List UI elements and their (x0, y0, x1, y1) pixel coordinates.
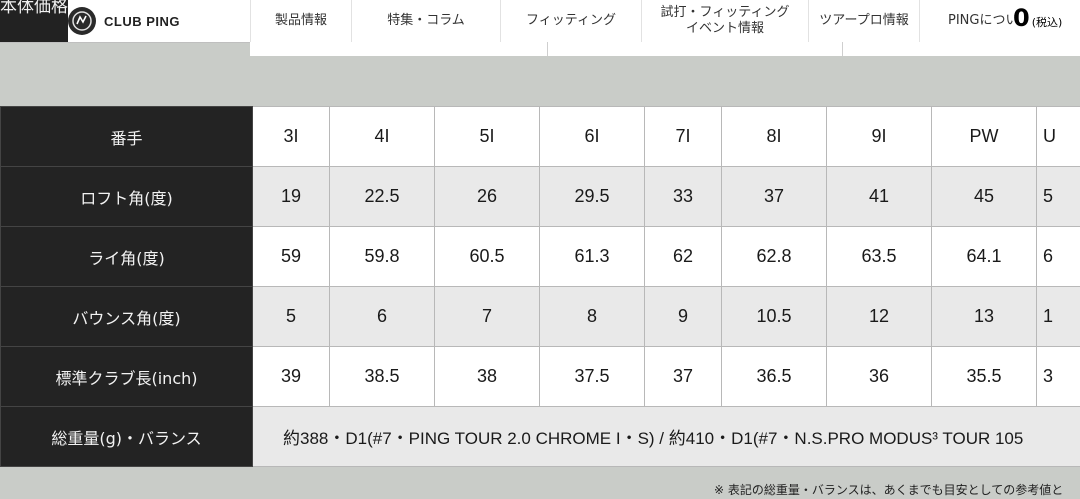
divider (547, 42, 548, 56)
site-header: 本体価格 CLUB PING 製品情報 特集・コラム フィッティング 試打・フィ… (0, 0, 1080, 43)
table-cell: 6 (1036, 226, 1080, 287)
table-cell: 12 (826, 286, 932, 347)
table-cell: 38.5 (329, 346, 435, 407)
table-row-weight-balance: 総重量(g)・バランス 約388・D1(#7・PING TOUR 2.0 CHR… (0, 406, 1080, 467)
table-cell: 36 (826, 346, 932, 407)
spec-table: 番手 3I 4I 5I 6I 7I 8I 9I PW U ロフト角(度) 19 … (0, 106, 1080, 467)
table-cell: PW (931, 106, 1037, 167)
nav-tour-pro[interactable]: ツアープロ情報 (808, 0, 919, 42)
table-cell: 5 (252, 286, 330, 347)
table-cell: 38 (434, 346, 540, 407)
table-cell: U (1036, 106, 1080, 167)
table-cell: 59 (252, 226, 330, 287)
row-header: 番手 (0, 106, 253, 167)
table-cell: 3I (252, 106, 330, 167)
table-cell: 3 (1036, 346, 1080, 407)
table-cell: 37.5 (539, 346, 645, 407)
table-cell: 35.5 (931, 346, 1037, 407)
table-cell: 33 (644, 166, 722, 227)
table-row-length: 標準クラブ長(inch) 39 38.5 38 37.5 37 36.5 36 … (0, 346, 1080, 407)
table-row-lie: ライ角(度) 59 59.8 60.5 61.3 62 62.8 63.5 64… (0, 226, 1080, 287)
row-header: ライ角(度) (0, 226, 253, 287)
table-cell: 39 (252, 346, 330, 407)
price-label: 本体価格 (0, 0, 68, 17)
table-row-bounce: バウンス角(度) 5 6 7 8 9 10.5 12 13 1 (0, 286, 1080, 347)
ping-logo-icon (68, 7, 96, 35)
table-cell: 7 (434, 286, 540, 347)
table-cell: 59.8 (329, 226, 435, 287)
table-cell: 1 (1036, 286, 1080, 347)
main-nav: 製品情報 特集・コラム フィッティング 試打・フィッティング イベント情報 ツア… (250, 0, 1048, 42)
table-cell: 61.3 (539, 226, 645, 287)
table-cell: 29.5 (539, 166, 645, 227)
header-dark-block: 本体価格 (0, 0, 68, 42)
club-ping-logo[interactable]: CLUB PING (68, 0, 250, 42)
price-tax-note: (税込) (1031, 16, 1063, 29)
table-cell: 37 (644, 346, 722, 407)
table-cell: 10.5 (721, 286, 827, 347)
table-cell: 6 (329, 286, 435, 347)
table-cell: 64.1 (931, 226, 1037, 287)
gray-band (0, 56, 1080, 106)
nav-products[interactable]: 製品情報 (250, 0, 351, 42)
table-cell: 9 (644, 286, 722, 347)
nav-features[interactable]: 特集・コラム (351, 0, 500, 42)
table-cell: 62 (644, 226, 722, 287)
nav-trial-events[interactable]: 試打・フィッティング イベント情報 (641, 0, 808, 42)
table-cell: 4I (329, 106, 435, 167)
row-header: 標準クラブ長(inch) (0, 346, 253, 407)
table-cell: 19 (252, 166, 330, 227)
table-cell: 22.5 (329, 166, 435, 227)
table-cell: 36.5 (721, 346, 827, 407)
table-cell: 5I (434, 106, 540, 167)
nav-fitting[interactable]: フィッティング (500, 0, 641, 42)
table-cell: 62.8 (721, 226, 827, 287)
table-cell: 37 (721, 166, 827, 227)
divider (842, 42, 843, 56)
weight-balance-value: 約388・D1(#7・PING TOUR 2.0 CHROME I・S) / 約… (252, 406, 1080, 467)
row-header: ロフト角(度) (0, 166, 253, 227)
row-header: 総重量(g)・バランス (0, 406, 253, 467)
logo-text: CLUB PING (104, 13, 180, 29)
nav-about-ping[interactable]: PINGについ (919, 0, 1048, 42)
price-value: 0 (1013, 4, 1030, 32)
table-row-loft: ロフト角(度) 19 22.5 26 29.5 33 37 41 45 5 (0, 166, 1080, 227)
table-cell: 8 (539, 286, 645, 347)
table-cell: 9I (826, 106, 932, 167)
table-cell: 8I (721, 106, 827, 167)
header-substrip (250, 42, 1080, 56)
price-badge: 0 (税込) (1013, 4, 1062, 32)
table-cell: 26 (434, 166, 540, 227)
table-cell: 6I (539, 106, 645, 167)
table-row-club-number: 番手 3I 4I 5I 6I 7I 8I 9I PW U (0, 106, 1080, 167)
table-cell: 7I (644, 106, 722, 167)
table-cell: 13 (931, 286, 1037, 347)
footnote: ※ 表記の総重量・バランスは、あくまでも目安としての参考値と (714, 483, 1064, 497)
table-cell: 5 (1036, 166, 1080, 227)
row-header: バウンス角(度) (0, 286, 253, 347)
table-cell: 41 (826, 166, 932, 227)
table-cell: 63.5 (826, 226, 932, 287)
table-cell: 60.5 (434, 226, 540, 287)
table-cell: 45 (931, 166, 1037, 227)
